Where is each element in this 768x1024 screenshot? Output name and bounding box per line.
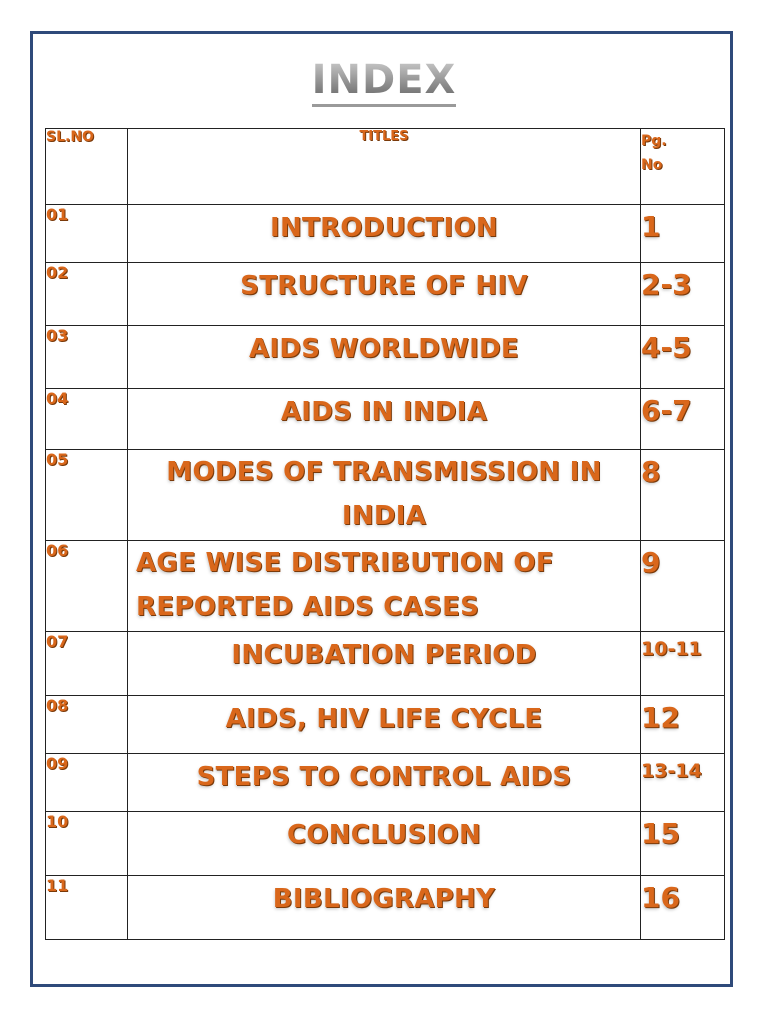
- header-page-no-line2: No: [641, 157, 663, 173]
- table-row: 10 CONCLUSION 15: [45, 811, 725, 876]
- table-row: 03 AIDS WORLDWIDE 4-5: [45, 325, 725, 389]
- row-page: 1: [640, 204, 725, 263]
- header-sl-no: SL.NO: [45, 128, 128, 205]
- row-sl-no: 08: [45, 695, 128, 754]
- row-sl-no: 04: [45, 388, 128, 450]
- row-page: 2-3: [640, 262, 725, 326]
- row-page: 9: [640, 540, 725, 632]
- row-title: AIDS IN INDIA: [127, 388, 641, 450]
- table-row: 01 INTRODUCTION 1: [45, 204, 725, 263]
- table-row: 08 AIDS, HIV LIFE CYCLE 12: [45, 695, 725, 754]
- header-page-no: Pg. No: [640, 128, 725, 205]
- table-row: 11 BIBLIOGRAPHY 16: [45, 875, 725, 940]
- row-title: INCUBATION PERIOD: [127, 631, 641, 696]
- row-title: BIBLIOGRAPHY: [127, 875, 641, 940]
- row-title: AGE WISE DISTRIBUTION OF REPORTED AIDS C…: [127, 540, 641, 632]
- row-page: 6-7: [640, 388, 725, 450]
- row-sl-no: 10: [45, 811, 128, 876]
- page-frame: [30, 31, 733, 987]
- table-row: 05 MODES OF TRANSMISSION IN INDIA 8: [45, 449, 725, 541]
- header-titles: TITLES: [127, 128, 641, 205]
- row-sl-no: 03: [45, 325, 128, 389]
- row-sl-no: 09: [45, 753, 128, 812]
- index-table: SL.NO TITLES Pg. No 01 INTRODUCTION 1 02 …: [45, 128, 725, 940]
- row-page: 15: [640, 811, 725, 876]
- header-page-no-line1: Pg.: [641, 133, 667, 149]
- row-sl-no: 11: [45, 875, 128, 940]
- row-title: MODES OF TRANSMISSION IN INDIA: [127, 449, 641, 541]
- title-container: INDEX: [0, 58, 768, 107]
- page-title: INDEX: [311, 58, 457, 107]
- row-page: 10-11: [640, 631, 725, 696]
- header-row: SL.NO TITLES Pg. No: [45, 128, 725, 205]
- row-page: 8: [640, 449, 725, 541]
- row-sl-no: 02: [45, 262, 128, 326]
- row-sl-no: 07: [45, 631, 128, 696]
- row-title: INTRODUCTION: [127, 204, 641, 263]
- table-row: 06 AGE WISE DISTRIBUTION OF REPORTED AID…: [45, 540, 725, 632]
- table-row: 02 STRUCTURE OF HIV 2-3: [45, 262, 725, 326]
- row-page: 4-5: [640, 325, 725, 389]
- table-row: 04 AIDS IN INDIA 6-7: [45, 388, 725, 450]
- row-title: STRUCTURE OF HIV: [127, 262, 641, 326]
- table-row: 07 INCUBATION PERIOD 10-11: [45, 631, 725, 696]
- row-sl-no: 06: [45, 540, 128, 632]
- row-sl-no: 05: [45, 449, 128, 541]
- row-page: 13-14: [640, 753, 725, 812]
- row-page: 16: [640, 875, 725, 940]
- row-sl-no: 01: [45, 204, 128, 263]
- row-title: STEPS TO CONTROL AIDS: [127, 753, 641, 812]
- row-title: CONCLUSION: [127, 811, 641, 876]
- table-row: 09 STEPS TO CONTROL AIDS 13-14: [45, 753, 725, 812]
- row-title: AIDS WORLDWIDE: [127, 325, 641, 389]
- row-title: AIDS, HIV LIFE CYCLE: [127, 695, 641, 754]
- row-page: 12: [640, 695, 725, 754]
